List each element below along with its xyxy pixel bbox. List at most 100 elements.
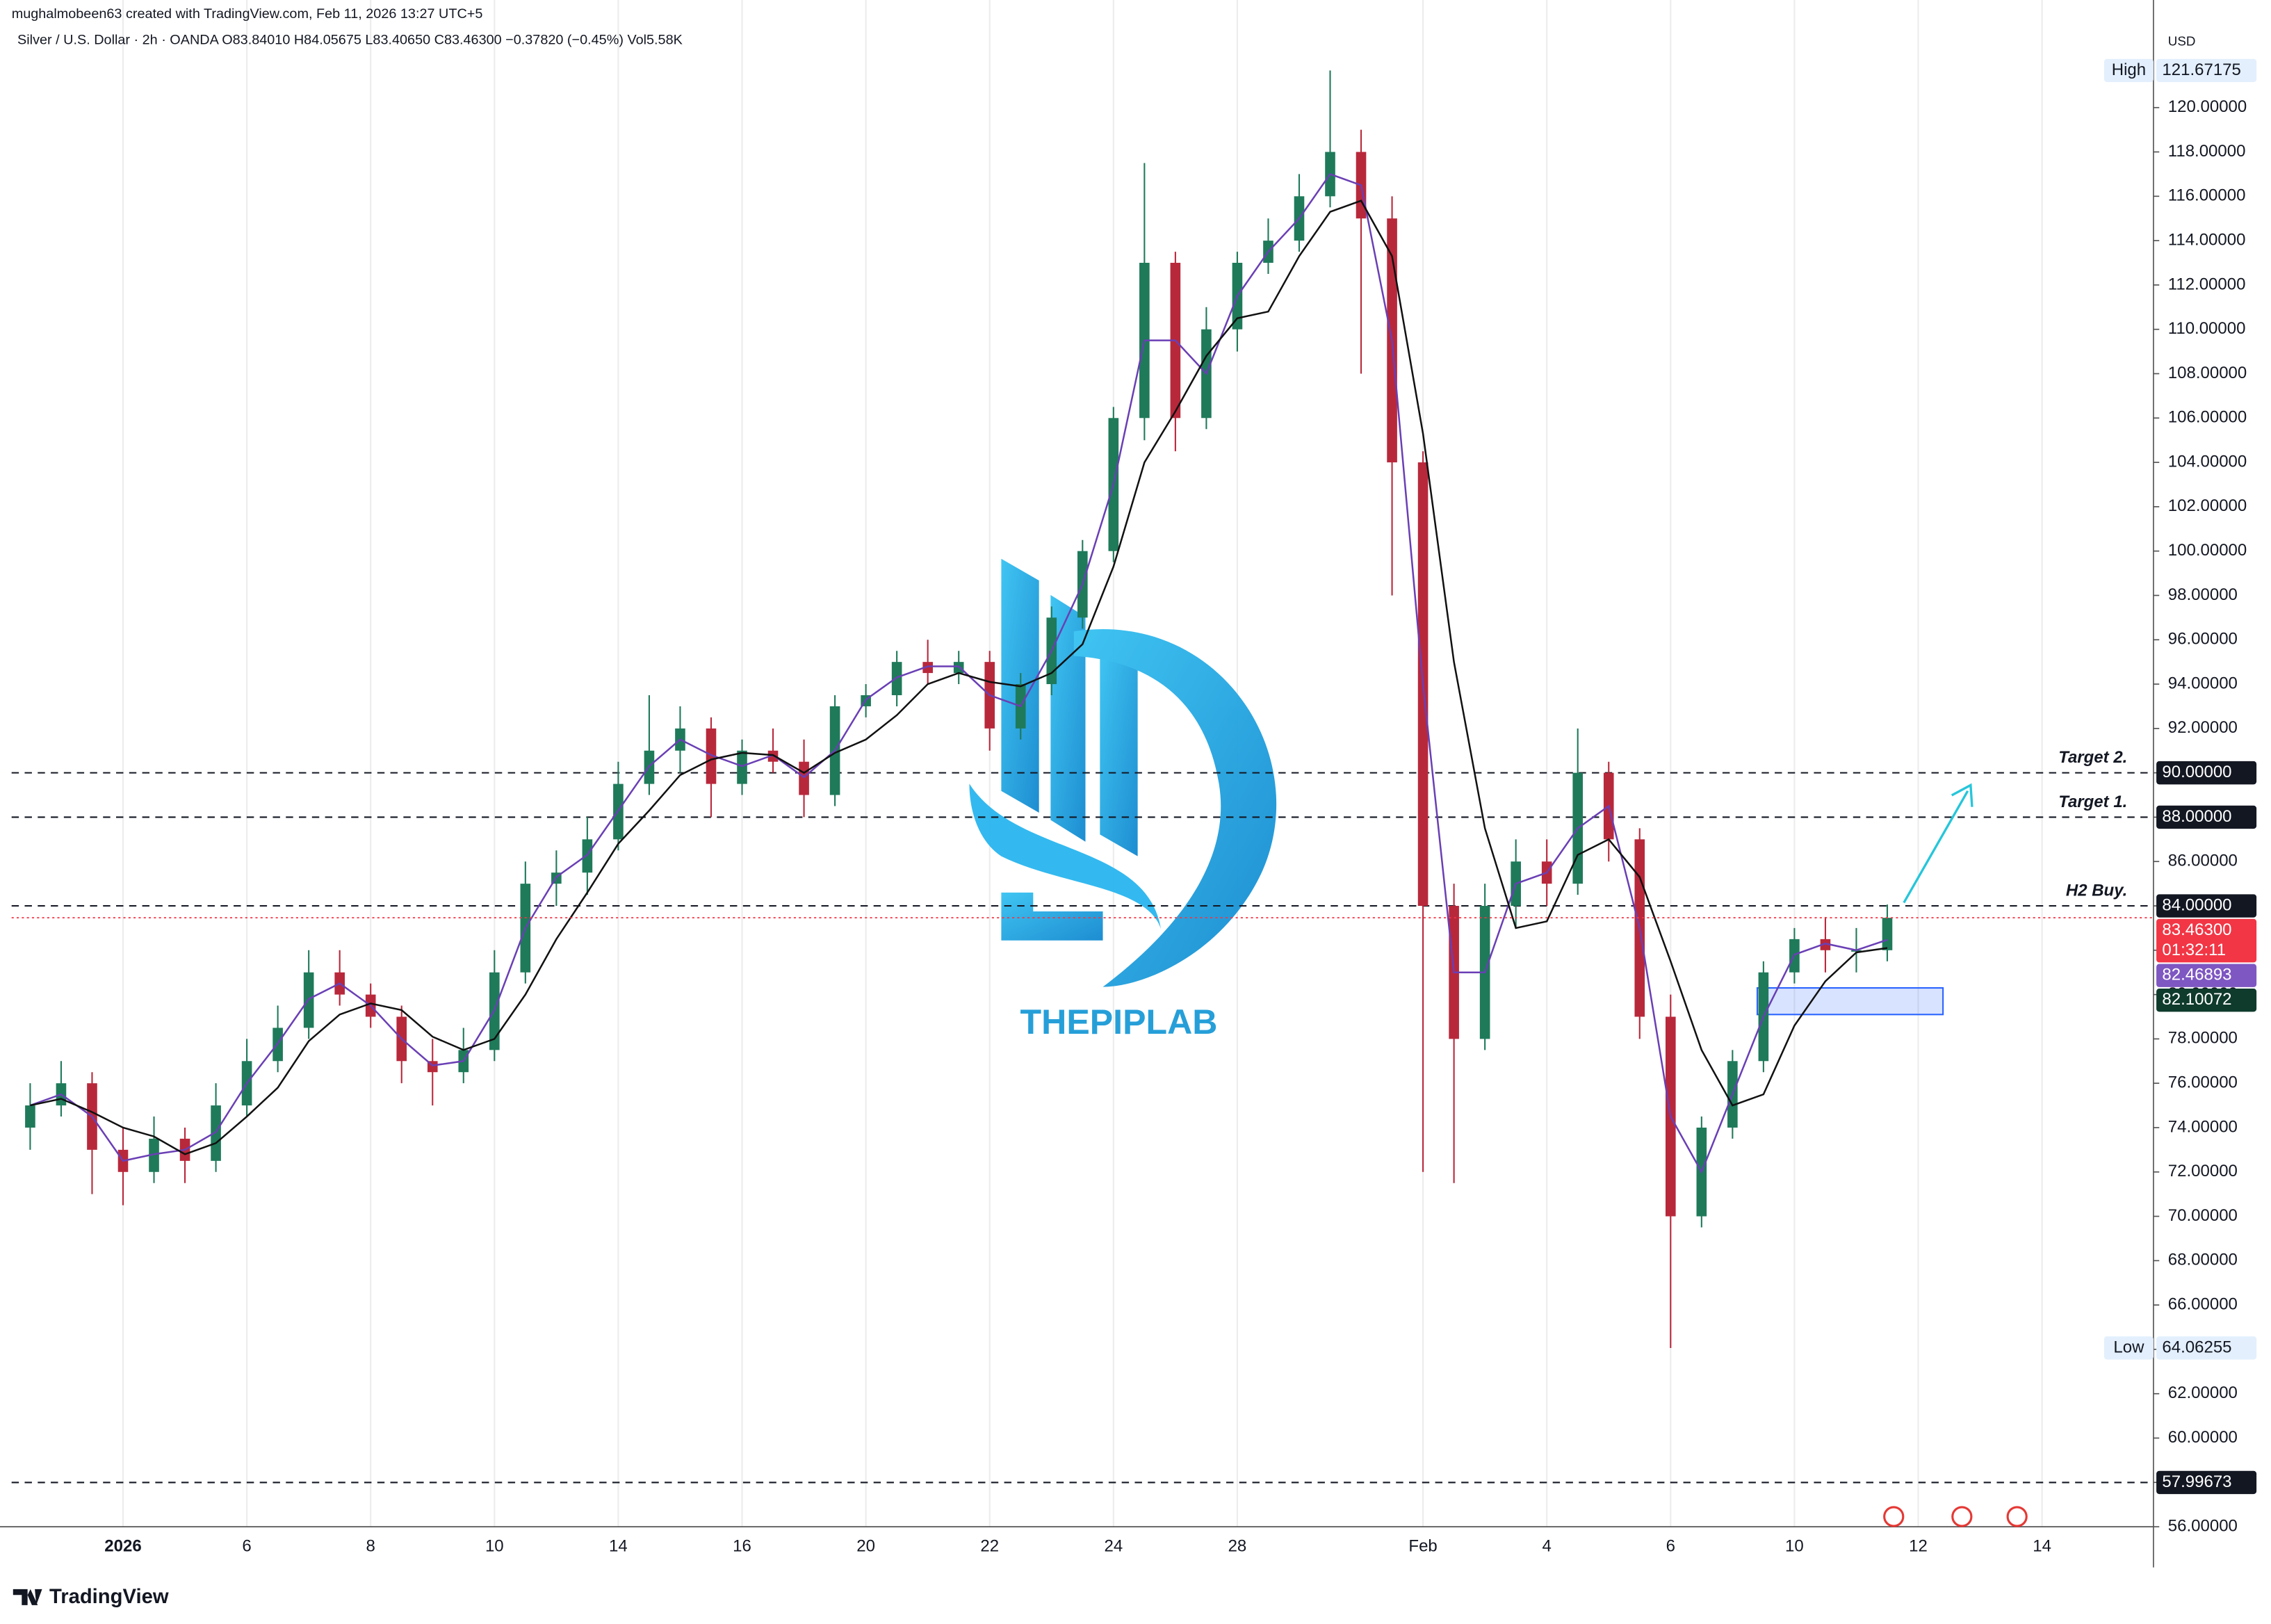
price-tag-prefix-bg — [2103, 1336, 2154, 1360]
x-tick-label: 6 — [242, 1537, 251, 1556]
price-tag-label: 121.67175 — [2162, 60, 2240, 79]
price-tag-prefix: Low — [2113, 1338, 2144, 1356]
price-tag — [2156, 58, 2257, 83]
y-tick-label: 78.00000 — [2168, 1029, 2238, 1048]
logo-swoosh — [969, 783, 1162, 929]
x-tick-label: 24 — [1104, 1537, 1123, 1556]
price-tag — [2156, 918, 2257, 963]
y-tick-label: 72.00000 — [2168, 1162, 2238, 1180]
price-tag — [2156, 1336, 2257, 1360]
x-tick-label: Feb — [1408, 1537, 1437, 1556]
y-tick-label: 112.00000 — [2168, 275, 2246, 293]
brand-text: TradingView — [49, 1586, 169, 1608]
event-flags — [1883, 1506, 2028, 1527]
x-tick-label: 12 — [1909, 1537, 1928, 1556]
x-tick-label: 16 — [733, 1537, 751, 1556]
price-tag — [2156, 805, 2257, 829]
event-flag[interactable] — [2006, 1506, 2028, 1527]
logo-arc — [1073, 628, 1277, 987]
y-tick-label: 66.00000 — [2168, 1294, 2238, 1313]
x-tick-label: 10 — [485, 1537, 504, 1556]
logo-bar — [1050, 594, 1086, 842]
candle-body — [582, 839, 593, 873]
price-tag-label: 84.00000 — [2162, 895, 2231, 914]
candle-body — [767, 750, 779, 762]
x-tick-label: 8 — [366, 1537, 375, 1556]
moving-average — [30, 200, 1888, 1155]
x-tick-label: 2026 — [104, 1537, 141, 1556]
arrow-shaft — [1903, 790, 1969, 904]
header-symbol: Silver / U.S. Dollar · 2h · OANDA O83.84… — [17, 33, 683, 48]
y-tick-label: 116.00000 — [2168, 186, 2246, 205]
price-tag-prefix-bg — [2103, 58, 2154, 83]
watermark-logo: THEPIPLAB — [969, 558, 1277, 1041]
arrow — [1903, 783, 1973, 904]
y-tick-label: 102.00000 — [2168, 496, 2247, 515]
x-tick-label: 28 — [1228, 1537, 1247, 1556]
candle-body — [1820, 939, 1831, 950]
candle-body — [922, 662, 933, 674]
price-tag-label: 57.99673 — [2162, 1472, 2231, 1491]
candle-body — [25, 1105, 35, 1128]
logo-base — [1001, 892, 1103, 941]
countdown: 01:32:11 — [2162, 941, 2226, 959]
brand: TradingView — [13, 1586, 169, 1608]
price-tag-label: 83.46300 — [2162, 920, 2231, 939]
arrow-head — [1951, 783, 1973, 807]
axes: 2026 6 8 10 14 16 20 22 24 28 Feb 4 6 10 12 14 56.00000 5… — [104, 58, 2257, 1556]
event-flag[interactable] — [1951, 1506, 1973, 1527]
watermark-text: THEPIPLAB — [1020, 1002, 1218, 1041]
event-flag[interactable] — [1883, 1506, 1905, 1527]
x-tick-label: 14 — [609, 1537, 628, 1556]
y-tick-label: 120.00000 — [2168, 97, 2247, 116]
currency-label: USD — [2168, 34, 2196, 49]
y-tick-label: 74.00000 — [2168, 1117, 2238, 1136]
level-annotation: H2 Buy. — [2066, 881, 2127, 900]
candle-body — [706, 728, 717, 784]
y-tick-label: 100.00000 — [2168, 541, 2247, 560]
y-tick-label: 108.00000 — [2168, 364, 2247, 382]
candle-body — [1882, 918, 1893, 950]
price-tag-label: 88.00000 — [2162, 807, 2231, 826]
y-tick-label: 98.00000 — [2168, 585, 2238, 604]
y-tick-label: 86.00000 — [2168, 852, 2238, 870]
price-tag — [2156, 894, 2257, 918]
candle-body — [211, 1105, 221, 1161]
y-tick-label: 60.00000 — [2168, 1428, 2238, 1447]
header-credit: mughalmobeen63 created with TradingView.… — [12, 6, 483, 22]
y-tick-label: 104.00000 — [2168, 452, 2247, 471]
y-tick-label: 110.00000 — [2168, 319, 2246, 338]
y-tick-label: 76.00000 — [2168, 1073, 2238, 1092]
candle-body — [737, 750, 747, 784]
y-tick-label: 94.00000 — [2168, 674, 2238, 692]
candle-body — [891, 662, 902, 695]
price-tag-prefix: High — [2112, 60, 2146, 79]
support-zone — [1756, 986, 1944, 1016]
level-annotation: Target 2. — [2058, 748, 2127, 767]
y-tick-label: 62.00000 — [2168, 1383, 2238, 1402]
y-tick-label: 106.00000 — [2168, 408, 2247, 427]
plot: Target 2. Target 1. H2 Buy. — [11, 70, 2154, 1484]
price-tag — [2156, 1470, 2257, 1495]
price-tag-label: 82.10072 — [2162, 990, 2231, 1009]
x-tick-label: 6 — [1666, 1537, 1675, 1556]
price-tag — [2156, 964, 2257, 987]
y-tick-label: 114.00000 — [2168, 230, 2246, 249]
level-annotation: Target 1. — [2058, 793, 2127, 811]
x-tick-label: 10 — [1785, 1537, 1804, 1556]
candle-body — [799, 761, 809, 795]
candle-body — [149, 1138, 159, 1172]
price-tag — [2156, 989, 2257, 1012]
x-tick-label: 22 — [980, 1537, 999, 1556]
price-tag-label: 90.00000 — [2162, 763, 2231, 781]
price-tag — [2156, 761, 2257, 785]
price-tag-label: 64.06255 — [2162, 1338, 2231, 1356]
y-tick-label: 92.00000 — [2168, 718, 2238, 737]
y-tick-label: 56.00000 — [2168, 1516, 2238, 1535]
y-tick-label: 118.00000 — [2168, 142, 2246, 161]
y-tick-label: 96.00000 — [2168, 630, 2238, 649]
x-tick-label: 4 — [1543, 1537, 1552, 1556]
x-tick-label: 14 — [2033, 1537, 2051, 1556]
